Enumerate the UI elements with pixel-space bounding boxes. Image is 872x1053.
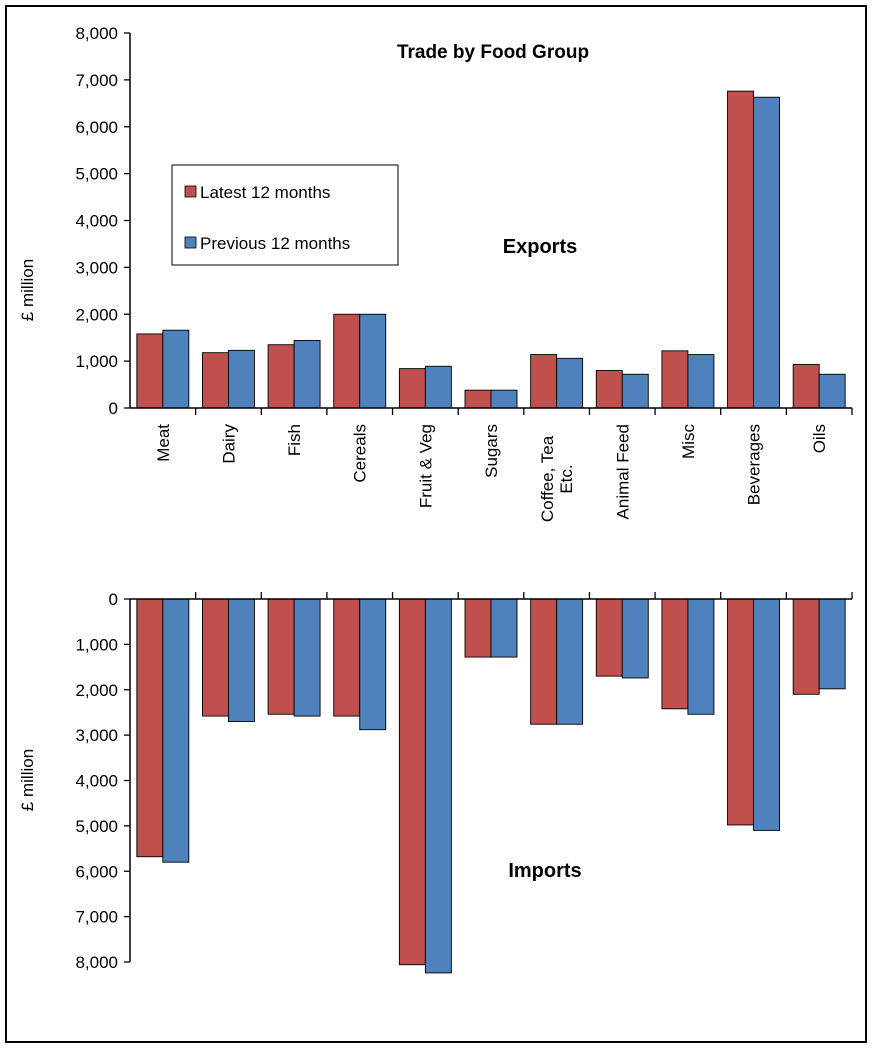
exports-tick-label: 5,000 <box>75 165 118 184</box>
exports-bar-previous <box>162 329 190 409</box>
exports-bar-latest <box>530 354 558 409</box>
exports-bar-previous <box>556 357 584 409</box>
imports-bar-latest <box>661 598 689 710</box>
category-label: Cereals <box>351 424 370 483</box>
category-labels: Meat Dairy Fish Cereals Fruit & Veg Sugars Cof… <box>154 424 829 523</box>
category-label: Beverages <box>745 424 764 505</box>
exports-bar-latest <box>202 352 229 409</box>
exports-panel: 0 1,000 2,000 3,000 4,000 5,000 6,000 7,000 8,00… <box>18 24 853 418</box>
category-label: Oils <box>810 424 829 453</box>
category-label: Meat <box>154 424 173 462</box>
exports-tick-label: 1,000 <box>75 352 118 371</box>
legend: Latest 12 months Previous 12 months <box>171 164 399 266</box>
legend-box <box>171 164 399 266</box>
exports-panel-label: Exports <box>503 236 577 258</box>
legend-swatch-previous <box>184 236 197 249</box>
imports-bar-latest <box>464 598 492 658</box>
exports-tick-label: 8,000 <box>75 24 118 43</box>
imports-bar-previous <box>621 598 649 679</box>
category-label: Animal Feed <box>613 424 632 519</box>
legend-label-latest: Latest 12 months <box>200 183 330 202</box>
imports-bar-previous <box>490 598 518 658</box>
exports-tick-label: 3,000 <box>75 258 118 277</box>
imports-tick-label: 1,000 <box>75 635 118 654</box>
imports-panel-label: Imports <box>508 860 581 882</box>
imports-panel: 0 1,000 2,000 3,000 4,000 5,000 6,000 7,000 8,00… <box>18 590 853 974</box>
exports-bar-previous <box>687 354 715 409</box>
exports-tick-label: 4,000 <box>75 212 118 231</box>
imports-tick-label: 6,000 <box>75 862 118 881</box>
exports-bar-latest <box>136 333 164 409</box>
imports-bar-latest <box>333 598 361 717</box>
imports-bar-previous <box>293 598 321 717</box>
exports-bar-latest <box>398 368 426 409</box>
imports-tick-label: 0 <box>109 590 118 609</box>
category-label: Etc. <box>557 464 576 493</box>
imports-bar-latest <box>595 598 623 677</box>
category-label: Coffee, Tea <box>538 435 557 522</box>
imports-tick-label: 4,000 <box>75 772 118 791</box>
imports-bar-previous <box>228 598 255 722</box>
chart-title: Trade by Food Group <box>397 42 589 63</box>
exports-bar-latest <box>333 313 361 409</box>
imports-tick-label: 8,000 <box>75 953 118 972</box>
imports-bar-latest <box>202 598 229 717</box>
imports-bar-previous <box>162 598 190 863</box>
imports-bar-previous <box>687 598 715 715</box>
imports-tick-label: 2,000 <box>75 681 118 700</box>
imports-bar-latest <box>792 598 820 695</box>
legend-label-previous: Previous 12 months <box>200 234 350 253</box>
exports-bar-latest <box>661 350 689 409</box>
exports-bar-latest <box>267 344 295 409</box>
imports-bar-previous <box>818 598 846 690</box>
imports-tick-label: 7,000 <box>75 908 118 927</box>
imports-bar-previous <box>556 598 584 725</box>
exports-bar-previous <box>228 349 255 409</box>
exports-tick-label: 6,000 <box>75 118 118 137</box>
imports-bar-previous <box>753 598 780 831</box>
exports-tick-label: 0 <box>109 399 118 418</box>
exports-bar-previous <box>621 373 649 409</box>
category-label: Dairy <box>219 424 238 464</box>
imports-tick-label: 3,000 <box>75 726 118 745</box>
imports-bar-latest <box>530 598 558 725</box>
exports-bar-previous <box>293 340 321 409</box>
imports-bar-latest <box>398 598 426 966</box>
exports-tick-label: 7,000 <box>75 71 118 90</box>
legend-swatch-latest <box>184 185 197 198</box>
exports-y-axis-title: £ million <box>18 259 37 321</box>
exports-bar-previous <box>753 96 780 409</box>
exports-tick-label: 2,000 <box>75 305 118 324</box>
exports-bar-previous <box>490 389 518 409</box>
category-label: Misc <box>679 424 698 459</box>
imports-bar-latest <box>136 598 164 858</box>
exports-bar-latest <box>595 370 623 409</box>
category-label: Fish <box>285 424 304 456</box>
category-label: Sugars <box>482 424 501 478</box>
imports-bar-previous <box>424 598 452 974</box>
imports-bar-latest <box>267 598 295 715</box>
imports-y-axis-title: £ million <box>18 749 37 811</box>
imports-bar-previous <box>359 598 387 731</box>
imports-bar-latest <box>727 598 754 826</box>
exports-bar-previous <box>359 313 387 409</box>
exports-bar-latest <box>727 90 754 409</box>
exports-bar-latest <box>792 363 820 409</box>
imports-tick-label: 5,000 <box>75 817 118 836</box>
exports-bar-previous <box>818 373 846 409</box>
category-label: Fruit & Veg <box>416 424 435 508</box>
exports-bar-previous <box>424 365 452 409</box>
exports-bar-latest <box>464 389 492 409</box>
